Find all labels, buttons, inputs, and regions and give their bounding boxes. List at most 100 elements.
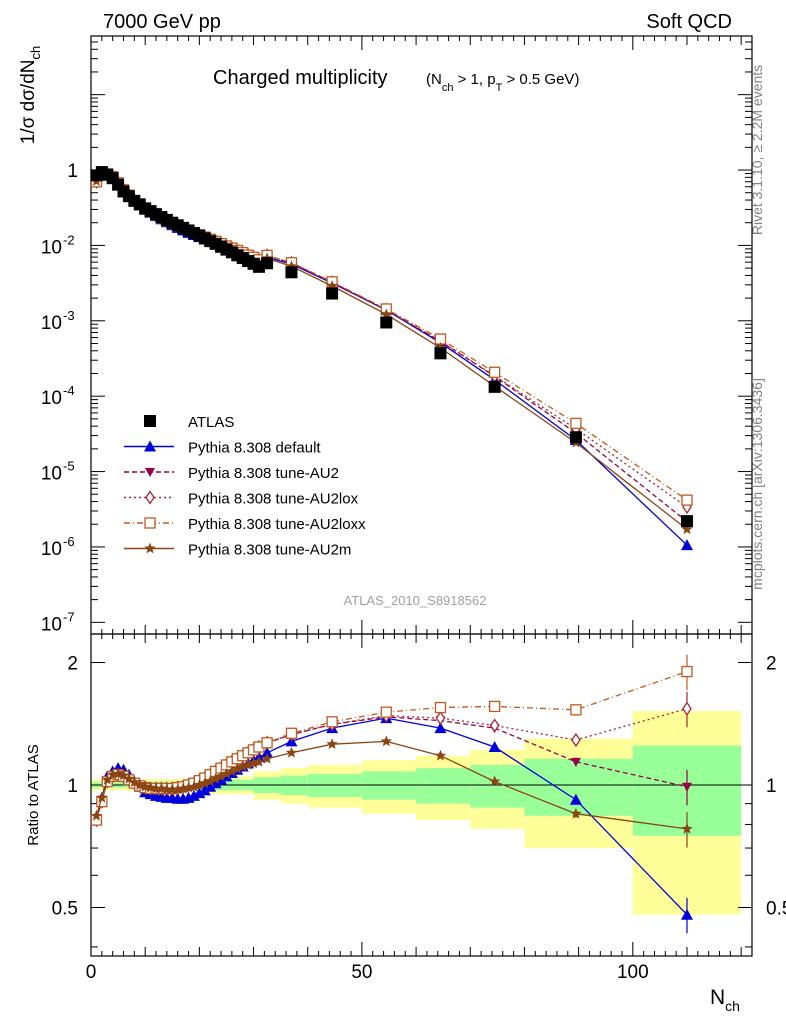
series-point-ratio	[150, 782, 162, 794]
series-point-ratio	[187, 789, 200, 801]
series-point-ratio	[261, 746, 274, 758]
series-point-ratio	[488, 700, 501, 713]
stat-band-7	[416, 768, 471, 804]
series-pythia-8-308-tune-au2	[91, 169, 692, 826]
rivet-label: Rivet 3.1.10, ≥ 2.2M events	[749, 65, 765, 235]
plot-title-cut: (Nch > 1, pT > 0.5 GeV)	[426, 71, 579, 94]
series-point-ratio	[231, 763, 243, 774]
y-tick-label-bottom-right: 2	[766, 654, 777, 675]
atlas-point	[326, 287, 339, 300]
series-point-ratio	[96, 791, 108, 803]
series-point-ratio	[570, 757, 581, 767]
series-point-ratio	[90, 809, 103, 821]
plot-title-cut-sub2: T	[496, 82, 503, 94]
legend-entry: Pythia 8.308 default	[124, 440, 321, 457]
series-point-ratio	[326, 716, 338, 728]
series-point-ratio	[237, 760, 249, 772]
plot-title-cut-sub: ch	[442, 82, 454, 94]
series-point-ratio	[682, 701, 692, 716]
x-tick-label: 0	[86, 962, 97, 983]
series-pythia-8-308-tune-au2loxx	[90, 168, 693, 826]
atlas-point	[488, 380, 501, 393]
y-tick-label-bottom-right: 0.5	[766, 898, 786, 919]
series-point-ratio	[101, 773, 113, 785]
y-tick-label-top: 1	[67, 161, 78, 182]
stat-band-9	[524, 758, 633, 816]
atlas-point	[261, 257, 274, 270]
series-point-ratio	[680, 908, 693, 920]
series-point-ratio	[285, 727, 298, 739]
y-tick-label-top: 10	[41, 313, 62, 334]
series-point-ratio	[155, 782, 168, 794]
legend-label: Pythia 8.308 default	[188, 440, 321, 457]
series-point-ratio	[144, 781, 157, 793]
y-tick-label-bottom-left: 1	[67, 776, 78, 797]
legend-label: Pythia 8.308 tune-AU2m	[188, 542, 351, 559]
series-point-ratio	[434, 749, 447, 761]
legend-marker	[144, 517, 156, 529]
series-point-ratio	[570, 807, 582, 819]
analysis-label: ATLAS_2010_S8918562	[344, 593, 487, 608]
x-axis-label-main: N	[710, 986, 725, 1009]
series-point-ratio	[285, 746, 298, 758]
legend-marker	[145, 468, 155, 477]
series-point-ratio	[198, 784, 211, 796]
series-point-top	[326, 280, 338, 291]
series-point-ratio	[128, 776, 141, 788]
series-point-ratio	[435, 710, 446, 726]
y-axis-label-top: 1/σ dσ/dNch	[18, 46, 43, 144]
series-point-ratio	[193, 787, 206, 799]
legend-entry: ATLAS	[144, 414, 234, 431]
series-point-ratio	[571, 732, 581, 748]
y-tick-label-top-exp: -5	[63, 459, 75, 474]
y-tick-label-top-exp: -2	[63, 232, 75, 247]
series-point-ratio	[177, 782, 189, 794]
series-point-ratio	[204, 780, 217, 792]
y-tick-label-top-exp: -4	[63, 383, 75, 398]
series-point-ratio	[139, 780, 151, 792]
plot-title-cut-b: > 1, p	[453, 71, 495, 88]
series-point-ratio	[134, 779, 146, 790]
series-point-ratio	[569, 793, 582, 805]
series-point-ratio	[681, 665, 693, 678]
axis-ticks: 05010010-710-610-510-410-310-210.50.5112…	[41, 35, 786, 983]
legend-marker	[144, 542, 156, 554]
series-point-top	[680, 539, 693, 551]
series-point-top	[681, 523, 693, 535]
series-point-ratio	[172, 783, 184, 795]
series-point-ratio	[242, 759, 254, 770]
plot-title: Charged multiplicity (Nch > 1, pT > 0.5 …	[213, 67, 579, 94]
atlas-point	[569, 431, 582, 444]
series-point-ratio	[161, 783, 173, 795]
series-point-top	[681, 494, 693, 506]
plot-title-cut-a: (N	[426, 71, 442, 88]
series-point-ratio	[681, 822, 693, 834]
stat-band-6	[361, 771, 417, 800]
legend: ATLAS Pythia 8.308 default Pythia 8.308 tu…	[124, 414, 366, 559]
legend-label: Pythia 8.308 tune-AU2loxx	[188, 516, 366, 533]
series-point-ratio	[488, 740, 501, 752]
y-tick-label-top: 10	[41, 388, 62, 409]
series-point-ratio	[681, 782, 692, 792]
x-tick-label: 100	[617, 962, 649, 983]
y-tick-label-bottom-left: 2	[67, 654, 78, 675]
y-tick-label-top: 10	[41, 464, 62, 485]
plot-title-cut-c: > 0.5 GeV)	[502, 71, 579, 88]
ratio-uncertainty-bands	[91, 711, 742, 915]
x-axis-label: Nch	[710, 986, 740, 1014]
x-tick-label: 50	[351, 962, 372, 983]
legend-entry: Pythia 8.308 tune-AU2m	[124, 542, 351, 559]
plot-title-main: Charged multiplicity	[213, 67, 388, 89]
legend-entry: Pythia 8.308 tune-AU2	[124, 465, 339, 482]
series-point-ratio	[117, 769, 130, 781]
atlas-point	[680, 515, 693, 528]
legend-label: Pythia 8.308 tune-AU2lox	[188, 491, 359, 508]
legend-label: Pythia 8.308 tune-AU2	[188, 465, 339, 482]
series-point-ratio	[204, 775, 216, 787]
y-tick-label-top: 10	[41, 539, 62, 560]
mcplots-label: mcplots.cern.ch [arXiv:1306.3436]	[749, 378, 765, 590]
atlas-point	[380, 316, 393, 329]
series-point-ratio	[112, 767, 124, 779]
legend-marker	[144, 415, 156, 427]
